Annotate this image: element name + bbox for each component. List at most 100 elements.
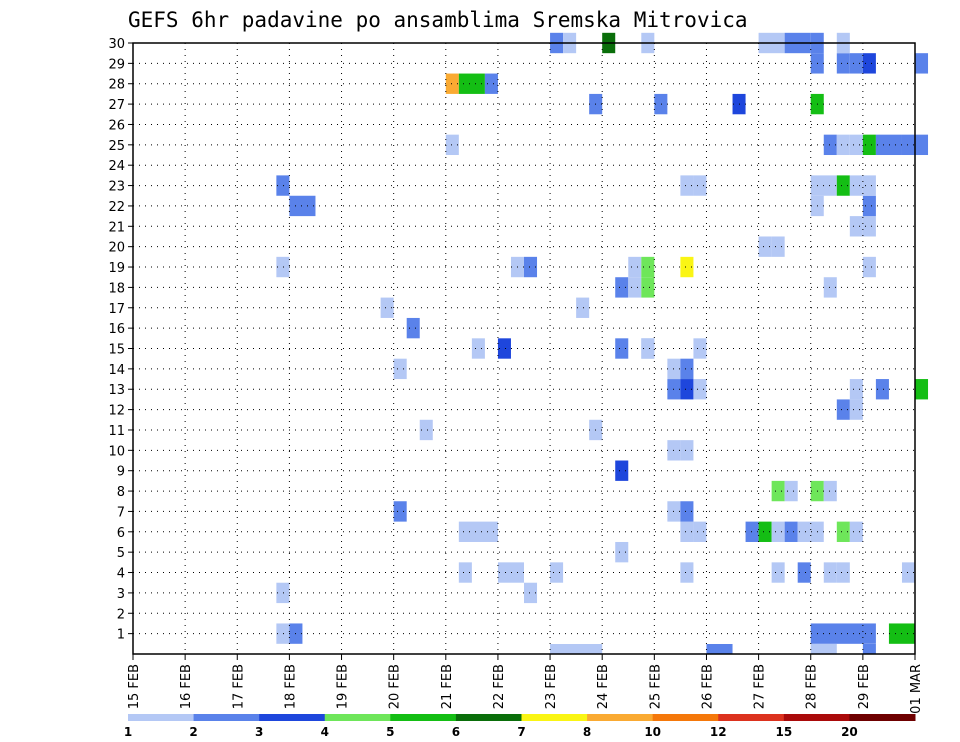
y-tick-label: 18 <box>108 281 125 296</box>
colorbar-segment <box>521 714 588 721</box>
heatmap-cell <box>823 562 837 583</box>
heatmap-cell <box>406 317 420 339</box>
heatmap-cell <box>497 562 524 583</box>
y-tick-label: 12 <box>108 404 125 419</box>
heatmap-cell <box>823 277 837 298</box>
y-tick-label: 13 <box>108 383 125 398</box>
heatmap-cell <box>550 562 564 583</box>
y-tick-label: 26 <box>108 118 125 133</box>
grid-lines <box>133 42 915 654</box>
heatmap-cell <box>615 338 629 359</box>
heatmap-cell <box>771 521 785 542</box>
y-tick-label: 10 <box>108 444 125 459</box>
x-tick-label: 29 FEB <box>857 664 872 709</box>
heatmap-cell <box>628 256 642 278</box>
heatmap-cell <box>849 134 863 156</box>
y-tick-label: 27 <box>108 98 125 113</box>
heatmap-cell <box>458 562 472 583</box>
heatmap-cell <box>862 175 876 196</box>
colorbar-segment <box>390 714 457 721</box>
x-tick-label: 17 FEB <box>231 664 246 709</box>
heatmap-cell <box>862 216 876 237</box>
heatmap-cell <box>810 623 876 644</box>
x-tick-label: 27 FEB <box>753 664 768 709</box>
heatmap-cell <box>862 644 876 654</box>
heatmap-cell <box>823 134 837 156</box>
heatmap-cell <box>771 480 785 502</box>
heatmap-cell <box>445 73 459 94</box>
colorbar-label: 12 <box>710 725 727 739</box>
heatmap-cell <box>836 53 850 74</box>
heatmap-cell <box>915 134 929 156</box>
heatmap-cell <box>915 379 929 400</box>
y-tick-label: 30 <box>108 37 125 52</box>
y-tick-label: 21 <box>108 220 125 235</box>
colorbar-label: 7 <box>517 725 525 739</box>
y-tick-label: 28 <box>108 78 125 93</box>
y-tick-label: 20 <box>108 241 125 256</box>
x-tick-label: 01 MAR <box>909 664 924 714</box>
heatmap-cell <box>393 358 407 380</box>
y-tick-label: 5 <box>117 546 125 561</box>
y-tick-label: 17 <box>108 302 125 317</box>
heatmap-cell <box>276 175 290 196</box>
heatmap-cell <box>915 53 929 74</box>
heatmap-cell <box>615 460 629 481</box>
colorbar-segment <box>128 714 195 721</box>
heatmap-cell <box>628 277 642 298</box>
heatmap-cell <box>693 379 707 400</box>
y-tick-label: 4 <box>117 567 125 582</box>
chart-title: GEFS 6hr padavine po ansamblima Sremska … <box>128 8 748 32</box>
heatmap-cell <box>849 53 863 74</box>
heatmap-cell <box>289 195 316 217</box>
heatmap-cell <box>849 379 863 400</box>
x-tick-label: 26 FEB <box>700 664 715 709</box>
heatmap-cell <box>680 521 694 542</box>
colorbar-segment <box>193 714 260 721</box>
heatmap-cell <box>862 134 876 156</box>
heatmap-cell <box>875 134 902 156</box>
heatmap-cell <box>497 338 511 359</box>
heatmap-cell <box>615 541 629 563</box>
y-tick-label: 15 <box>108 343 125 358</box>
heatmap-cell <box>680 562 694 583</box>
heatmap-cell <box>797 521 811 542</box>
colorbar-segment <box>324 714 391 721</box>
heatmap-cell <box>524 256 538 278</box>
heatmap-cell <box>849 521 863 542</box>
x-tick-label: 19 FEB <box>336 664 351 709</box>
heatmap-cell <box>680 440 694 461</box>
heatmap-cell <box>836 175 850 196</box>
y-tick-label: 2 <box>117 607 125 622</box>
heatmap-cell <box>380 297 394 318</box>
x-tick-label: 28 FEB <box>805 664 820 709</box>
x-tick-label: 23 FEB <box>544 664 559 709</box>
colorbar-label: 8 <box>583 725 591 739</box>
colorbar-label: 3 <box>255 725 263 739</box>
colorbar-segment <box>587 714 654 721</box>
x-tick-label: 25 FEB <box>648 664 663 709</box>
heatmap-cell <box>471 338 485 359</box>
x-tick-label: 18 FEB <box>283 664 298 709</box>
heatmap-cell <box>901 134 915 156</box>
heatmap-cell <box>784 480 798 502</box>
heatmap-cell <box>276 582 290 604</box>
heatmap-cell <box>641 338 655 359</box>
heatmap-cell <box>901 562 915 583</box>
colorbar-segment <box>718 714 785 721</box>
heatmap-cell <box>706 644 733 654</box>
heatmap-cell <box>680 175 694 196</box>
heatmap-cell <box>758 236 772 257</box>
heatmap-cell <box>862 256 876 278</box>
colorbar-label: 20 <box>841 725 858 739</box>
heatmap-cell <box>771 562 785 583</box>
y-axis: 1234567891011121314151617181920212223242… <box>108 37 133 643</box>
heatmap-cell <box>615 277 629 298</box>
heatmap-cell <box>836 134 850 156</box>
colorbar-label: 5 <box>386 725 394 739</box>
x-tick-label: 16 FEB <box>179 664 194 709</box>
x-axis: 15 FEB 16 FEB 17 FEB 18 FEB 19 FEB 20 FEB 21 F… <box>127 654 924 714</box>
heatmap-cell <box>745 521 759 542</box>
colorbar-segment <box>455 714 522 721</box>
heatmap-cell <box>784 521 798 542</box>
